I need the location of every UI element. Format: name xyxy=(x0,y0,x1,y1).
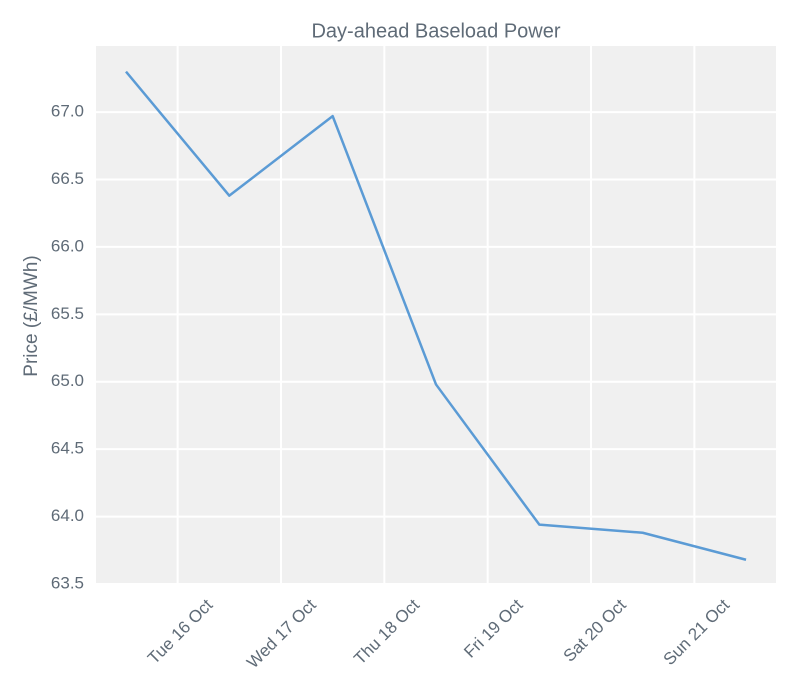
y-tick-label: 65.5 xyxy=(51,304,84,323)
line xyxy=(125,70,747,561)
y-axis-label: Price (£/MWh) xyxy=(21,255,42,376)
y-tick-label: 66.0 xyxy=(51,236,84,255)
y-tick-label: 64.0 xyxy=(51,506,84,525)
x-tick-label: Tue 16 Oct xyxy=(144,595,217,668)
x-tick-label: Wed 17 Oct xyxy=(243,595,320,672)
x-tick-label: Thu 18 Oct xyxy=(350,595,423,668)
x-tick-label: Sun 21 Oct xyxy=(660,595,734,669)
y-tick-label: 64.5 xyxy=(51,439,84,458)
y-tick-label: 67.0 xyxy=(51,102,84,121)
chart-title: Day-ahead Baseload Power xyxy=(311,20,560,42)
x-tick-label: Fri 19 Oct xyxy=(460,595,526,661)
y-tick-label: 66.5 xyxy=(51,169,84,188)
x-tick-label: Sat 20 Oct xyxy=(560,595,630,665)
y-tick-label: 63.5 xyxy=(51,573,84,592)
y-tick-label: 65.0 xyxy=(51,371,84,390)
